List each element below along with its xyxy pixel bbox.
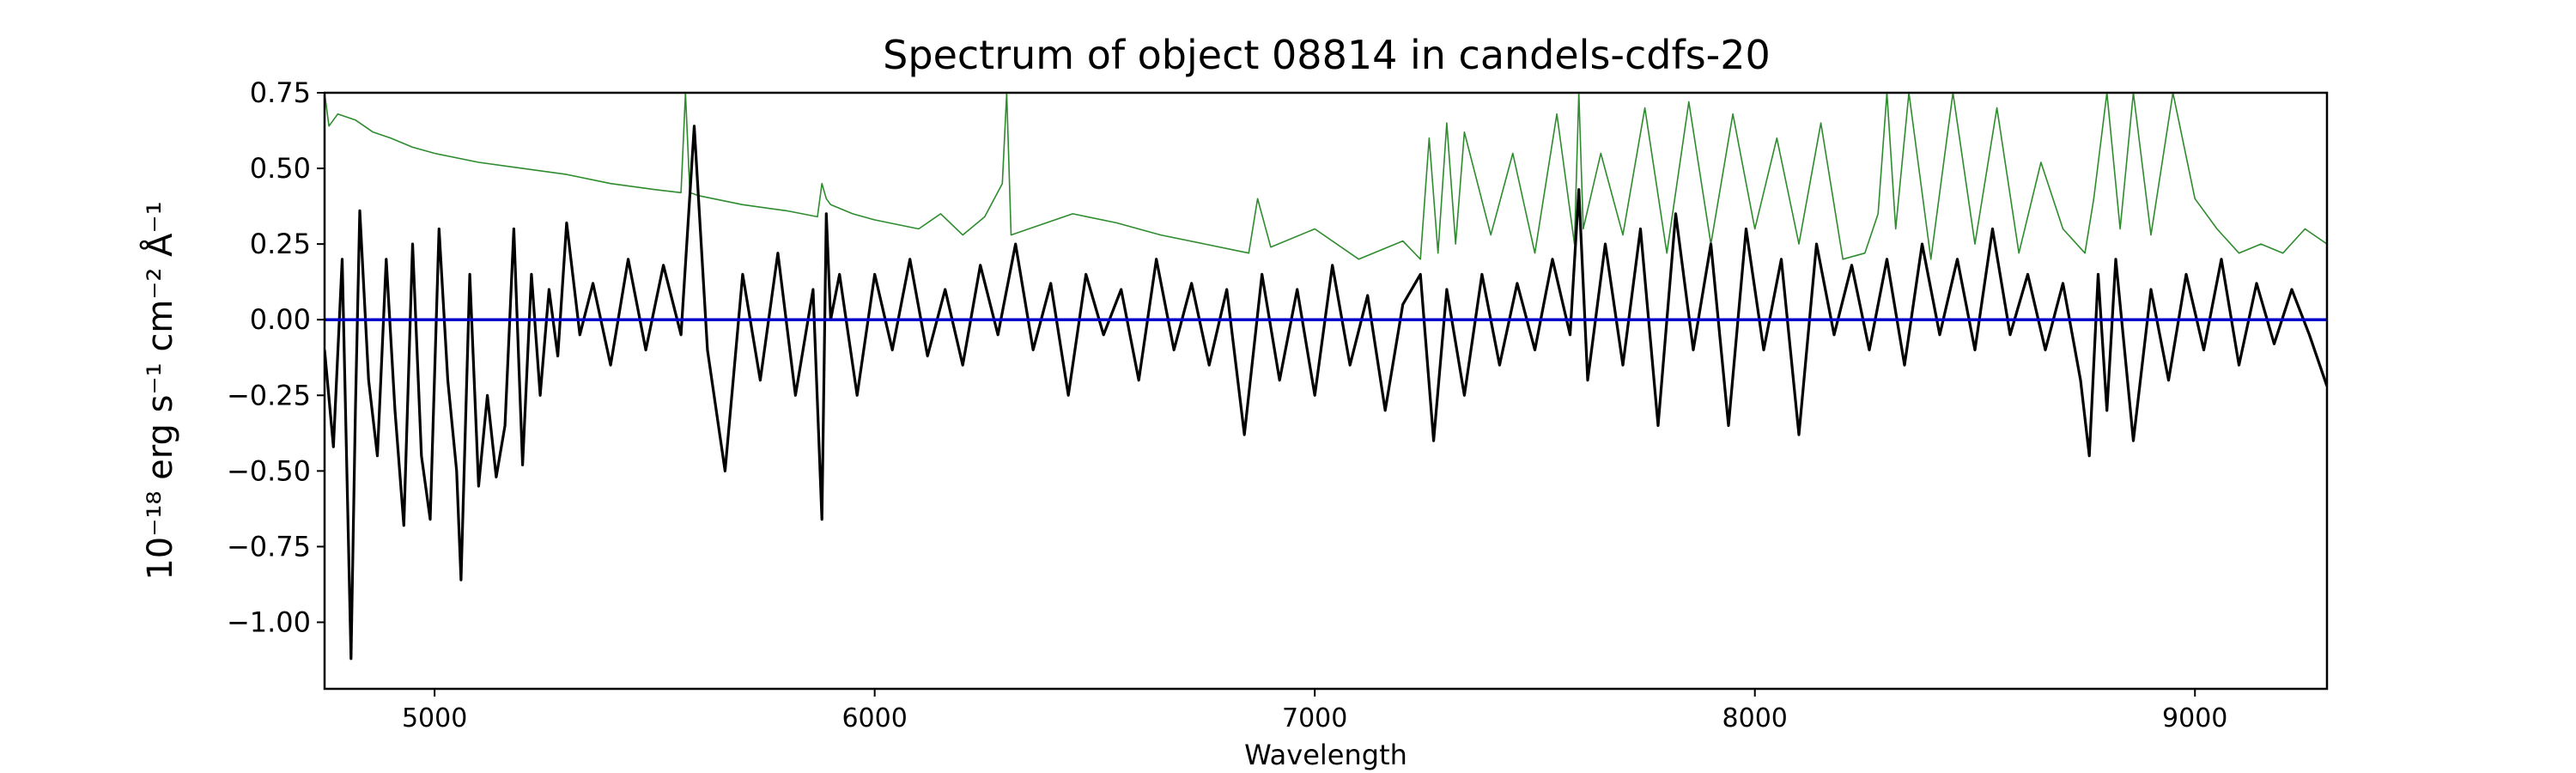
- error-series-line: [325, 93, 2327, 260]
- y-tick-label: −0.50: [227, 454, 311, 487]
- flux-series-line: [325, 125, 2327, 660]
- x-axis: 5000 6000 7000 8000 9000: [402, 689, 2227, 733]
- series-layer: [325, 93, 2327, 660]
- x-tick-label: 7000: [1282, 703, 1347, 733]
- x-tick-label: 9000: [2162, 703, 2227, 733]
- y-tick-label: −1.00: [227, 606, 311, 638]
- plot-frame: [323, 91, 2329, 691]
- y-tick-label: 0.75: [250, 76, 311, 109]
- x-tick-label: 5000: [402, 703, 467, 733]
- y-tick-label: 0.00: [250, 303, 311, 336]
- y-axis-label: 10⁻¹⁸ erg s⁻¹ cm⁻² Å⁻¹: [139, 201, 180, 580]
- y-axis: 0.75 0.50 0.25 0.00 −0.25 −0.50 −0.75 −1.00: [227, 76, 325, 638]
- chart-title: Spectrum of object 08814 in candels-cdfs…: [883, 32, 1771, 78]
- y-tick-label: 0.50: [250, 152, 311, 185]
- y-tick-label: −0.25: [227, 379, 311, 411]
- y-tick-label: −0.75: [227, 530, 311, 563]
- x-axis-label: Wavelength: [1244, 739, 1407, 771]
- y-tick-label: 0.25: [250, 228, 311, 260]
- x-tick-label: 6000: [841, 703, 907, 733]
- x-tick-label: 8000: [1722, 703, 1788, 733]
